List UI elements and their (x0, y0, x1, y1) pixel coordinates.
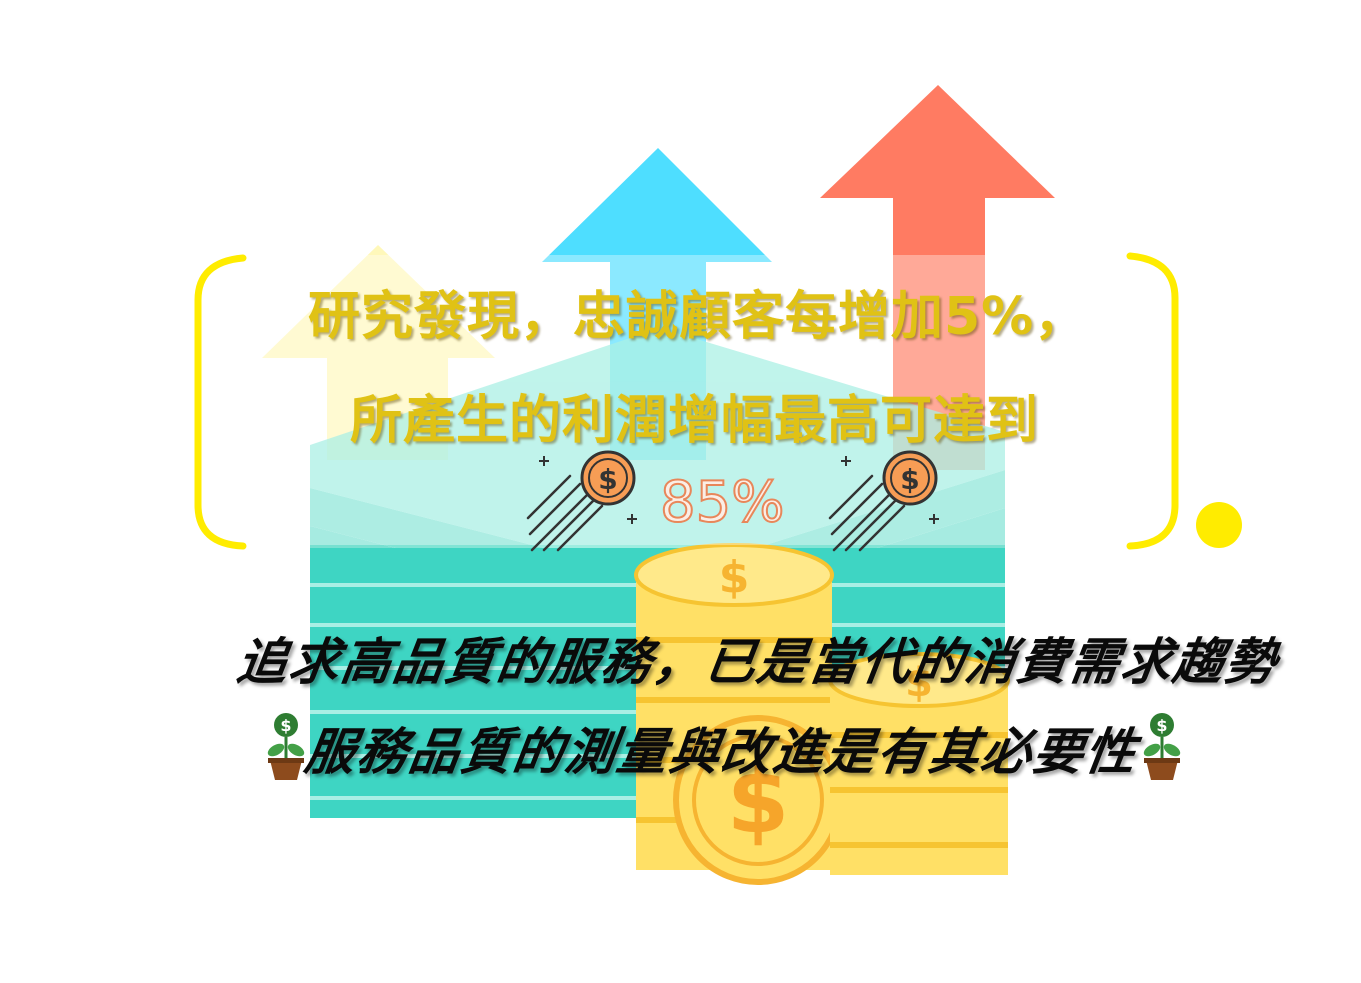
coin-stack-right: $ (828, 652, 1010, 875)
arrow-red (820, 85, 1055, 470)
statement-line-2: 服務品質的測量與改進是有其必要性 (301, 722, 1142, 781)
headline-line-1: 研究發現，忠誠顧客每增加5%， (308, 287, 1088, 347)
flying-dollar-coin-icon: $ (526, 450, 637, 552)
flying-dollar-coin-icon: $ (828, 450, 939, 552)
money-plant-icon: $ (1143, 713, 1181, 780)
svg-text:$: $ (719, 552, 750, 603)
svg-text:$: $ (598, 463, 617, 496)
arrow-blue (542, 148, 772, 460)
svg-text:$: $ (900, 463, 919, 496)
svg-text:$: $ (727, 749, 790, 854)
coin-stack-left: $ $ (634, 543, 843, 885)
svg-text:$: $ (280, 716, 291, 735)
money-plant-icon: $ (267, 713, 305, 780)
statement-line-1: 追求高品質的服務，已是當代的消費需求趨勢 (233, 632, 1282, 691)
bracket-frame (194, 252, 1179, 550)
highlight-percentage: 85% (659, 469, 785, 536)
headline-line-2: 所產生的利潤增幅最高可達到 (350, 391, 1040, 451)
svg-text:$: $ (1156, 716, 1167, 735)
svg-text:$: $ (905, 660, 933, 706)
accent-dot (1196, 502, 1242, 548)
